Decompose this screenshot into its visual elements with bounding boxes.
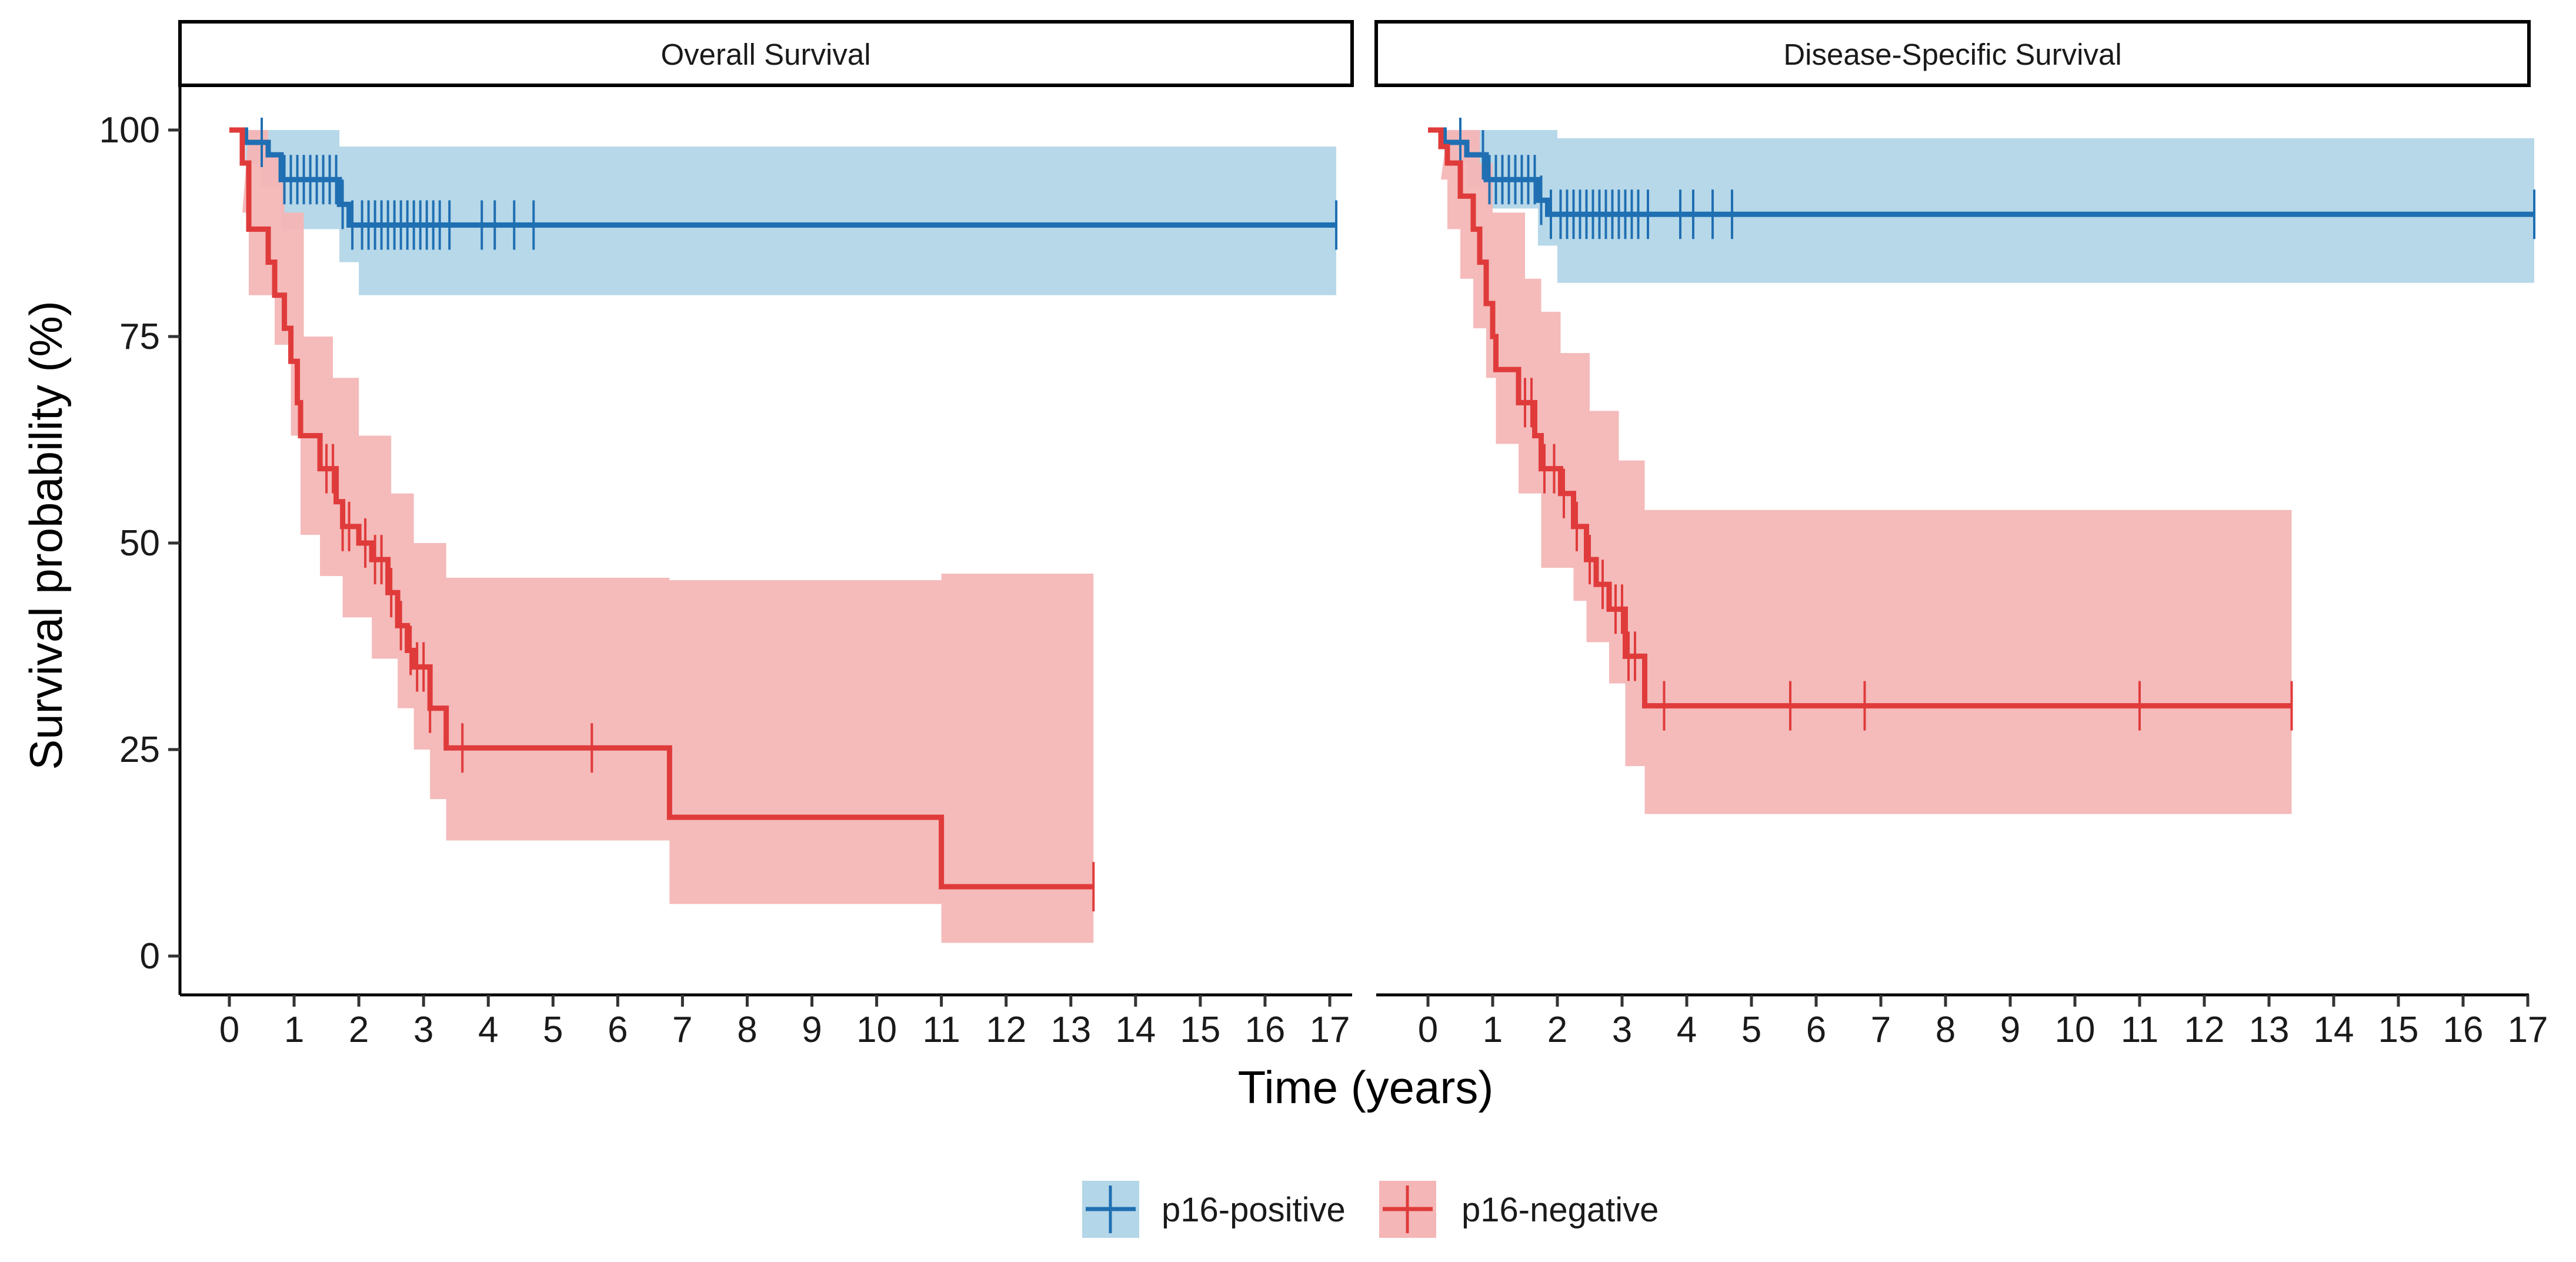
strip-disease-specific-survival bbox=[1374, 20, 2531, 87]
y-tick-label: 75 bbox=[119, 317, 160, 357]
x-tick-label: 13 bbox=[1050, 1010, 1091, 1050]
x-tick-label: 7 bbox=[672, 1010, 692, 1050]
x-tick-label: 11 bbox=[2121, 1010, 2158, 1050]
y-axis-title: Survival probability (%) bbox=[20, 301, 72, 770]
legend-item-p16-positive: p16-positive bbox=[1082, 1181, 1346, 1238]
x-tick-label: 12 bbox=[986, 1010, 1026, 1050]
x-tick-label: 17 bbox=[1310, 1010, 1350, 1050]
survival-line-p16-positive bbox=[229, 127, 1337, 228]
x-tick-label: 9 bbox=[802, 1010, 822, 1050]
x-tick-label: 14 bbox=[1115, 1010, 1156, 1050]
x-tick-label: 3 bbox=[1612, 1010, 1632, 1050]
legend-label: p16-negative bbox=[1461, 1191, 1659, 1229]
x-tick-label: 11 bbox=[922, 1010, 960, 1050]
y-tick-label: 50 bbox=[119, 523, 160, 564]
plot-area-disease-specific-survival: 0 1 2 3 4 5 6 7 8 9 10 11 12 13 14 15 16 17 bbox=[1376, 118, 2548, 1050]
x-tick-label: 16 bbox=[1244, 1010, 1285, 1050]
x-tick-label: 6 bbox=[608, 1010, 628, 1050]
x-tick-label: 14 bbox=[2314, 1010, 2354, 1050]
panel-title: Overall Survival bbox=[660, 38, 870, 71]
x-tick-label: 4 bbox=[478, 1010, 498, 1050]
x-tick-label: 5 bbox=[543, 1010, 563, 1050]
legend-label: p16-positive bbox=[1162, 1191, 1346, 1229]
ci-band-p16-negative bbox=[1441, 130, 2292, 814]
ci-band-p16-positive bbox=[245, 130, 1337, 295]
x-tick-label: 9 bbox=[2000, 1010, 2020, 1050]
x-axis-title: Time (years) bbox=[1238, 1061, 1494, 1113]
survival-line-p16-negative bbox=[1428, 127, 2292, 709]
x-tick-label: 1 bbox=[1483, 1010, 1503, 1050]
x-tick-label: 0 bbox=[1418, 1010, 1438, 1050]
x-tick-label: 6 bbox=[1806, 1010, 1826, 1050]
x-tick-label: 10 bbox=[2055, 1010, 2095, 1050]
legend: p16-positive p16-negative bbox=[1082, 1181, 1659, 1238]
ci-band-p16-negative bbox=[242, 130, 1094, 943]
strip-overall-survival bbox=[178, 20, 1354, 87]
x-tick-label: 0 bbox=[219, 1010, 239, 1050]
x-tick-label: 1 bbox=[284, 1010, 304, 1050]
x-tick-label: 15 bbox=[2378, 1010, 2419, 1050]
y-tick-label: 0 bbox=[140, 936, 160, 977]
x-tick-label: 8 bbox=[1936, 1010, 1956, 1050]
x-tick-label: 3 bbox=[413, 1010, 433, 1050]
x-tick-label: 13 bbox=[2249, 1010, 2290, 1050]
x-tick-label: 15 bbox=[1180, 1010, 1220, 1050]
y-tick-label: 25 bbox=[119, 730, 160, 770]
ci-band-p16-positive bbox=[1444, 130, 2534, 283]
x-tick-label: 2 bbox=[1547, 1010, 1567, 1050]
x-tick-label: 7 bbox=[1871, 1010, 1891, 1050]
survival-line-p16-positive bbox=[1428, 127, 2534, 217]
panel-title: Disease-Specific Survival bbox=[1783, 38, 2121, 71]
legend-item-p16-negative: p16-negative bbox=[1379, 1181, 1659, 1238]
panel-overall-survival: Overall Survival 0 1 2 3 4 5 6 7 8 9 10 11 12 13 14 15 1… bbox=[99, 20, 1354, 1050]
x-tick-label: 12 bbox=[2184, 1010, 2225, 1050]
x-tick-label: 17 bbox=[2508, 1010, 2548, 1050]
panel-disease-specific-survival: Disease-Specific Survival 0 1 2 3 4 5 6 7 8 9 10 11… bbox=[1374, 20, 2548, 1050]
x-tick-label: 2 bbox=[349, 1010, 369, 1050]
x-tick-label: 10 bbox=[856, 1010, 897, 1050]
x-tick-label: 4 bbox=[1677, 1010, 1697, 1050]
x-tick-label: 5 bbox=[1741, 1010, 1761, 1050]
x-tick-label: 8 bbox=[737, 1010, 757, 1050]
y-tick-label: 100 bbox=[99, 110, 160, 151]
x-tick-label: 16 bbox=[2443, 1010, 2484, 1050]
